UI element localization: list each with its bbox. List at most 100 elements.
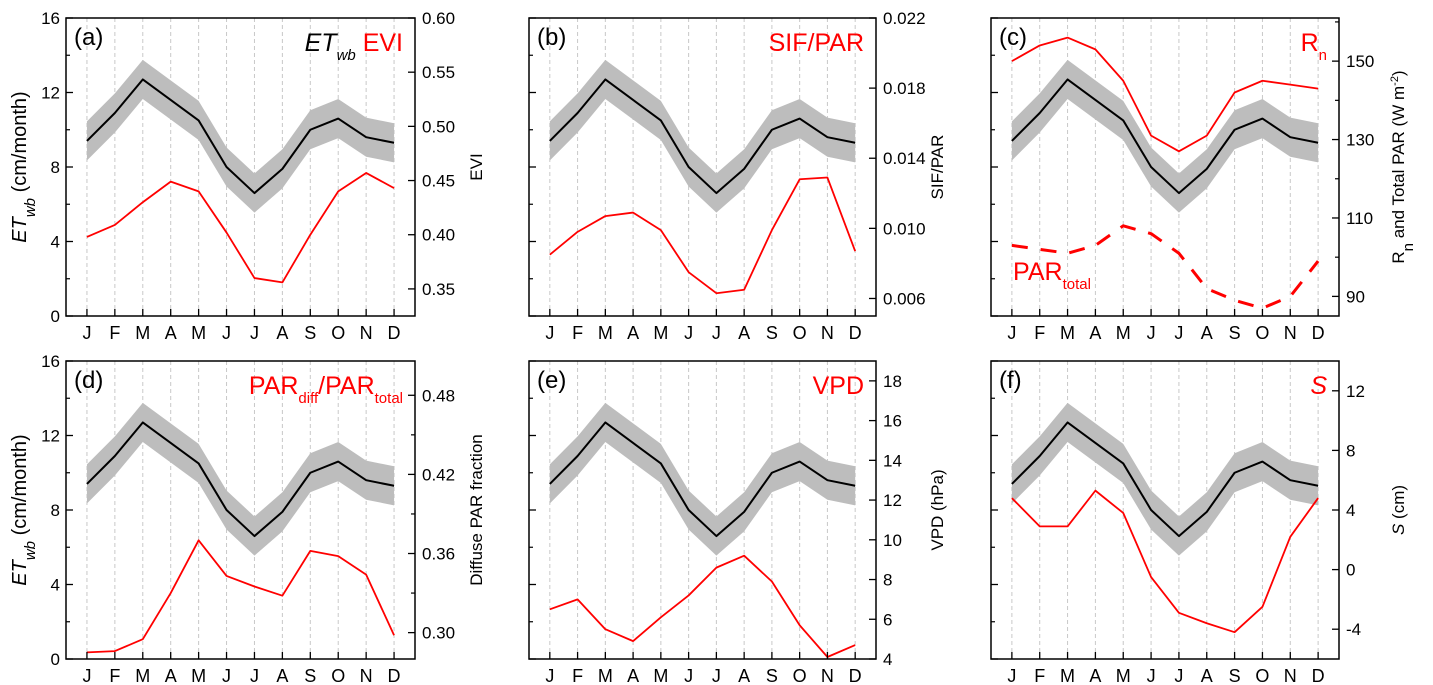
right-axis-label-tail: and Total PAR (W m xyxy=(1389,86,1408,243)
legend-spacer xyxy=(356,29,363,57)
left-axis-label: ETwb (cm/month) xyxy=(9,434,39,585)
right-axis-label-text: S xyxy=(1389,523,1408,535)
right-axis-label: S (cm) xyxy=(1389,485,1408,535)
right-axis-label-end: ) xyxy=(1389,70,1408,76)
panel-legend: S xyxy=(1310,372,1327,400)
x-tick-label: J xyxy=(712,323,721,343)
panel-legend: SIF/PAR xyxy=(769,29,864,57)
panel-legend: ETwb EVI xyxy=(305,29,403,64)
right-tick-label: 0.50 xyxy=(422,117,455,136)
legend-sub: diff xyxy=(298,390,319,407)
left-tick-label: 16 xyxy=(41,9,60,28)
x-tick-label: J xyxy=(1174,323,1183,343)
x-tick-label: A xyxy=(1201,666,1213,685)
x-tick-label: F xyxy=(109,666,120,685)
right-axis-label: Rn and Total PAR (W m-2) xyxy=(1389,70,1417,263)
annotation-text: PAR xyxy=(1013,258,1063,286)
right-tick-label: 18 xyxy=(883,372,902,391)
legend-text: PAR xyxy=(249,372,299,400)
x-tick-label: J xyxy=(82,323,91,343)
driver-line xyxy=(1011,489,1319,634)
panel-letter: (f) xyxy=(999,367,1022,394)
et-wb-line xyxy=(549,421,856,538)
right-tick-label: 110 xyxy=(1346,209,1373,228)
x-tick-label: N xyxy=(821,666,834,685)
x-tick-label: M xyxy=(1060,666,1075,685)
legend-text: SIF/PAR xyxy=(769,29,864,57)
partotal-annotation: PARtotal xyxy=(1013,258,1091,293)
right-axis-label: VPD (hPa) xyxy=(928,469,947,550)
x-tick-label: M xyxy=(191,666,206,685)
right-axis-label: SIF/PAR xyxy=(928,135,947,200)
right-tick-label: 90 xyxy=(1346,287,1365,306)
right-tick-label: 0.55 xyxy=(422,63,455,82)
x-tick-label: D xyxy=(849,323,862,343)
left-tick-label: 4 xyxy=(51,576,60,595)
right-tick-label: 0.010 xyxy=(883,219,926,238)
x-tick-label: A xyxy=(1089,323,1101,343)
x-tick-label: O xyxy=(1255,666,1269,685)
x-tick-label: D xyxy=(1312,323,1325,343)
x-tick-label: J xyxy=(222,666,231,685)
x-tick-label: F xyxy=(572,323,583,343)
x-tick-label: J xyxy=(1147,666,1156,685)
x-tick-label: N xyxy=(1284,666,1297,685)
x-tick-label: A xyxy=(738,666,750,685)
annotation-sub: total xyxy=(1063,276,1091,293)
panel-legend: Rn xyxy=(1301,29,1327,64)
right-axis-label: Diffuse PAR fraction xyxy=(467,434,486,586)
panel-letter: (c) xyxy=(999,24,1027,51)
legend-sub: total xyxy=(375,390,403,407)
panel-legend: PARdiff/PARtotal xyxy=(249,372,403,407)
x-tick-label: M xyxy=(598,323,613,343)
right-axis-label-tail: (cm) xyxy=(1389,485,1408,524)
right-tick-label: 0.30 xyxy=(422,624,455,643)
et-uncertainty-band xyxy=(1011,402,1319,556)
x-tick-label: D xyxy=(388,323,401,343)
driver-line xyxy=(86,172,395,284)
x-tick-label: M xyxy=(653,666,668,685)
right-tick-label: 0.45 xyxy=(422,172,455,191)
et-uncertainty-band xyxy=(549,402,856,556)
panel-letter: (a) xyxy=(74,24,103,51)
right-tick-label: 0.35 xyxy=(422,280,455,299)
x-tick-label: A xyxy=(738,323,750,343)
left-tick-label: 12 xyxy=(41,427,60,446)
driver-line xyxy=(549,176,857,295)
right-tick-label: 0.014 xyxy=(883,149,926,168)
x-tick-label: O xyxy=(793,666,807,685)
x-tick-label: J xyxy=(250,666,259,685)
et-wb-line xyxy=(86,421,395,538)
x-tick-label: N xyxy=(1284,323,1297,343)
x-tick-label: S xyxy=(1229,323,1241,343)
et-wb-line xyxy=(549,78,856,195)
left-tick-label: 8 xyxy=(51,158,60,177)
right-tick-label: 16 xyxy=(883,412,902,431)
right-tick-label: 130 xyxy=(1346,131,1374,150)
right-tick-label: 0.018 xyxy=(883,79,926,98)
right-tick-label: -4 xyxy=(1346,620,1361,639)
x-tick-label: J xyxy=(684,323,693,343)
x-tick-label: O xyxy=(1255,323,1269,343)
legend-text: S xyxy=(1310,372,1327,400)
right-tick-label: 6 xyxy=(883,610,892,629)
x-tick-label: O xyxy=(331,323,345,343)
left-axis-label-unit: (cm/month) xyxy=(9,434,31,541)
left-axis-label-sub: wb xyxy=(22,541,39,560)
x-tick-label: O xyxy=(793,323,807,343)
x-tick-label: J xyxy=(1147,323,1156,343)
et-uncertainty-band xyxy=(549,59,856,213)
x-tick-label: D xyxy=(1312,666,1325,685)
left-tick-label: 16 xyxy=(41,352,60,371)
left-tick-label: 0 xyxy=(51,307,60,326)
right-axis-label-text: Diffuse PAR fraction xyxy=(467,434,486,586)
x-tick-label: J xyxy=(1007,323,1016,343)
et-wb-line xyxy=(86,78,395,195)
x-tick-label: A xyxy=(1089,666,1101,685)
partotal-dashed-line xyxy=(1011,224,1320,310)
x-tick-label: S xyxy=(1229,666,1241,685)
panel-legend: VPD xyxy=(813,372,864,400)
x-tick-label: M xyxy=(135,323,150,343)
panel-letter: (b) xyxy=(537,24,566,51)
